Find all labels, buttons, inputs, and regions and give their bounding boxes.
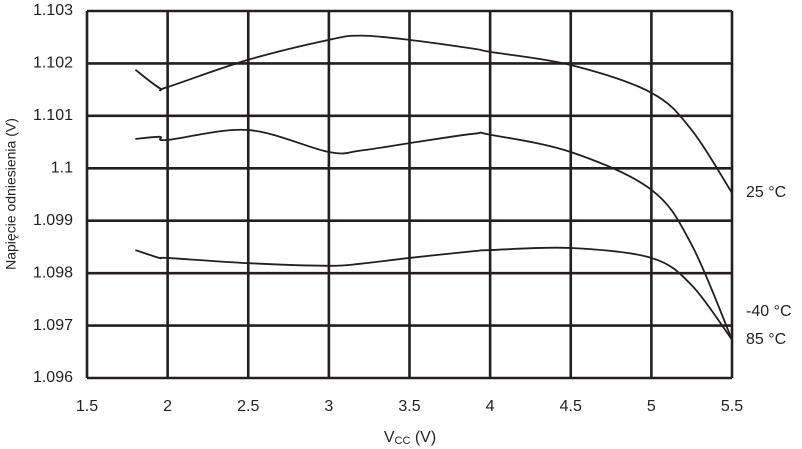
x-tick-label: 3.5 bbox=[398, 398, 420, 415]
y-tick-label: 1.097 bbox=[33, 317, 73, 334]
y-tick-label: 1.099 bbox=[33, 212, 73, 229]
y-tick-label: 1.101 bbox=[33, 107, 73, 124]
line-series bbox=[135, 128, 733, 341]
y-tick-label: 1.103 bbox=[33, 2, 73, 19]
x-tick-label: 3 bbox=[324, 398, 333, 415]
x-tick-label: 2.5 bbox=[237, 398, 259, 415]
y-tick-label: 1.098 bbox=[33, 264, 73, 281]
y-tick-label: 1.1 bbox=[51, 160, 73, 177]
series-label: 25 °C bbox=[746, 184, 786, 201]
x-tick-label: 4.5 bbox=[560, 398, 582, 415]
x-axis-label: VCC (V) bbox=[384, 429, 436, 447]
x-axis-label-unit: (V) bbox=[410, 429, 436, 446]
x-tick-label: 4 bbox=[486, 398, 495, 415]
line-series bbox=[134, 34, 733, 194]
x-axis-label-main: V bbox=[384, 429, 395, 446]
line-series bbox=[135, 246, 733, 341]
series-label: -40 °C bbox=[746, 303, 792, 320]
x-tick-label: 2 bbox=[163, 398, 172, 415]
y-axis-label: Napięcie odniesienia (V) bbox=[3, 118, 19, 270]
y-tick-label: 1.102 bbox=[33, 55, 73, 72]
x-tick-label: 5.5 bbox=[721, 398, 743, 415]
x-tick-label: 1.5 bbox=[76, 398, 98, 415]
x-tick-label: 5 bbox=[647, 398, 656, 415]
x-axis-label-sub: CC bbox=[395, 435, 411, 447]
series-label: 85 °C bbox=[746, 331, 786, 348]
y-tick-label: 1.096 bbox=[33, 369, 73, 386]
